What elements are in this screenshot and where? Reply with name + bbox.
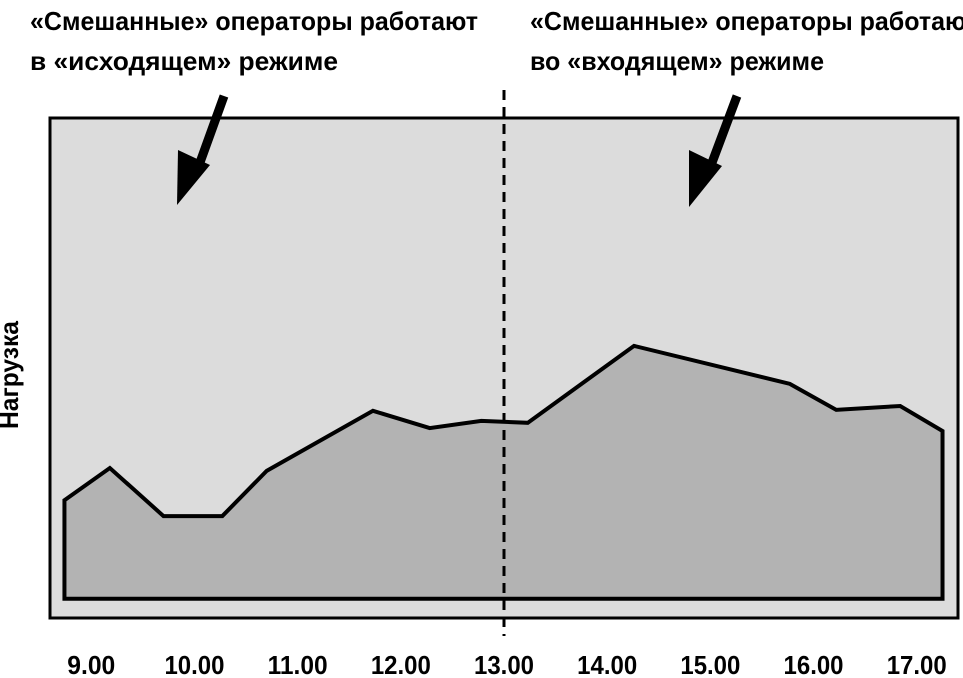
arrow — [177, 94, 229, 205]
x-tick-label: 17.00 — [887, 650, 947, 678]
x-tick-label: 12.00 — [371, 650, 431, 678]
annotation: «Смешанные» операторы работают — [30, 6, 478, 36]
x-tick-label: 16.00 — [784, 650, 844, 678]
annotation: «Смешанные» операторы работают — [530, 6, 963, 36]
annotation: в «исходящем» режиме — [30, 46, 338, 76]
x-tick-label: 11.00 — [268, 650, 328, 678]
arrow — [689, 94, 742, 207]
x-tick-label: 13.00 — [474, 650, 534, 678]
annotation: во «входящем» режиме — [530, 46, 824, 76]
x-tick-label: 14.00 — [577, 650, 637, 678]
x-tick-label: 10.00 — [164, 650, 224, 678]
x-tick-label: 15.00 — [680, 650, 740, 678]
y-axis-label: Нагрузка — [0, 320, 24, 429]
x-tick-label: 9.00 — [67, 650, 115, 678]
